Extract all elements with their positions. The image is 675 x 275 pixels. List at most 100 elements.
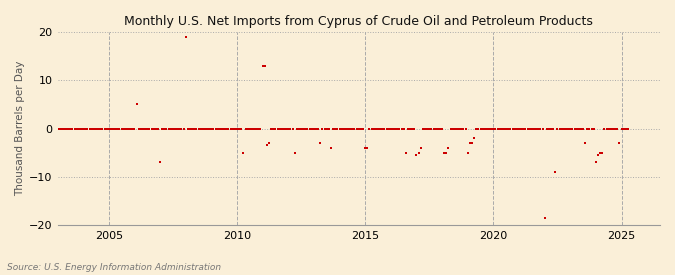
Point bbox=[161, 126, 172, 131]
Point bbox=[462, 150, 473, 155]
Point bbox=[242, 126, 253, 131]
Point bbox=[97, 126, 108, 131]
Point bbox=[274, 126, 285, 131]
Point bbox=[589, 126, 599, 131]
Point bbox=[159, 126, 169, 131]
Point bbox=[510, 126, 520, 131]
Point bbox=[80, 126, 90, 131]
Point bbox=[439, 150, 450, 155]
Point bbox=[116, 126, 127, 131]
Point bbox=[251, 126, 262, 131]
Point bbox=[561, 126, 572, 131]
Point bbox=[387, 126, 398, 131]
Point bbox=[584, 126, 595, 131]
Point bbox=[315, 141, 326, 145]
Point bbox=[300, 126, 310, 131]
Point bbox=[402, 126, 413, 131]
Point bbox=[125, 126, 136, 131]
Point bbox=[580, 141, 591, 145]
Point bbox=[569, 126, 580, 131]
Point bbox=[341, 126, 352, 131]
Point bbox=[541, 126, 552, 131]
Point bbox=[407, 126, 418, 131]
Point bbox=[155, 160, 165, 165]
Point bbox=[426, 126, 437, 131]
Point bbox=[74, 126, 84, 131]
Point bbox=[285, 126, 296, 131]
Point bbox=[219, 126, 230, 131]
Point bbox=[558, 126, 569, 131]
Point bbox=[298, 126, 308, 131]
Point bbox=[595, 150, 605, 155]
Point bbox=[204, 126, 215, 131]
Point bbox=[473, 126, 484, 131]
Point bbox=[526, 126, 537, 131]
Point bbox=[227, 126, 238, 131]
Point bbox=[503, 126, 514, 131]
Point bbox=[338, 126, 349, 131]
Point bbox=[336, 126, 347, 131]
Point bbox=[86, 126, 97, 131]
Point bbox=[294, 126, 304, 131]
Point bbox=[422, 126, 433, 131]
Point bbox=[369, 126, 379, 131]
Point bbox=[208, 126, 219, 131]
Point bbox=[191, 126, 202, 131]
Point bbox=[272, 126, 283, 131]
Point bbox=[381, 126, 392, 131]
Point bbox=[448, 126, 458, 131]
Point bbox=[121, 126, 132, 131]
Point bbox=[182, 126, 193, 131]
Point bbox=[435, 126, 446, 131]
Point bbox=[400, 150, 411, 155]
Point bbox=[618, 126, 629, 131]
Point bbox=[537, 126, 548, 131]
Point bbox=[206, 126, 217, 131]
Point bbox=[323, 126, 334, 131]
Point bbox=[82, 126, 93, 131]
Point bbox=[178, 126, 189, 131]
Point bbox=[264, 141, 275, 145]
Point bbox=[65, 126, 76, 131]
Point bbox=[420, 126, 431, 131]
Point bbox=[516, 126, 526, 131]
Point bbox=[441, 150, 452, 155]
Point bbox=[225, 126, 236, 131]
Point bbox=[409, 126, 420, 131]
Point bbox=[437, 126, 448, 131]
Point bbox=[430, 126, 441, 131]
Point bbox=[593, 153, 603, 157]
Point bbox=[270, 126, 281, 131]
Point bbox=[610, 126, 620, 131]
Point bbox=[573, 126, 584, 131]
Point bbox=[471, 126, 482, 131]
Point bbox=[505, 126, 516, 131]
Point bbox=[354, 126, 364, 131]
Point bbox=[184, 126, 195, 131]
Point bbox=[197, 126, 208, 131]
Point bbox=[148, 126, 159, 131]
Point bbox=[578, 126, 589, 131]
Point bbox=[514, 126, 524, 131]
Point bbox=[202, 126, 213, 131]
Point bbox=[481, 126, 492, 131]
Point bbox=[533, 126, 543, 131]
Point bbox=[343, 126, 354, 131]
Point bbox=[244, 126, 255, 131]
Point bbox=[114, 126, 125, 131]
Point bbox=[411, 153, 422, 157]
Point bbox=[61, 126, 72, 131]
Point bbox=[554, 126, 565, 131]
Point bbox=[486, 126, 497, 131]
Point bbox=[234, 126, 244, 131]
Point bbox=[565, 126, 576, 131]
Point bbox=[492, 126, 503, 131]
Point bbox=[328, 126, 339, 131]
Point bbox=[279, 126, 290, 131]
Point bbox=[88, 126, 99, 131]
Point bbox=[535, 126, 546, 131]
Point bbox=[450, 126, 460, 131]
Point bbox=[597, 150, 608, 155]
Point bbox=[501, 126, 512, 131]
Point bbox=[605, 126, 616, 131]
